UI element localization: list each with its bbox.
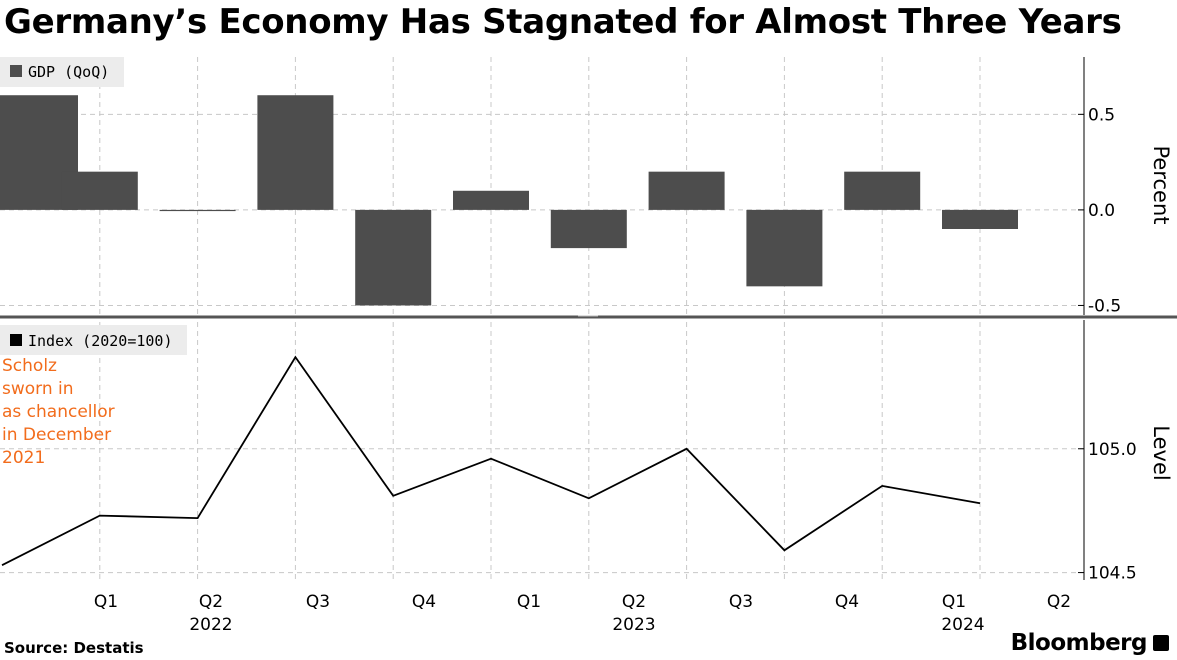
annotation-line: in December: [2, 425, 111, 445]
source-note: Source: Destatis: [4, 639, 144, 657]
gdp-legend-swatch: [10, 65, 22, 77]
x-year-label: 2022: [189, 615, 232, 635]
gdp-bars: [0, 95, 1018, 306]
gdp-bar: [844, 171, 921, 210]
chart-title: Germany’s Economy Has Stagnated for Almo…: [4, 2, 1122, 42]
index-line-layer: [1, 355, 981, 566]
gdp-bar: [355, 209, 432, 306]
bottom-y-ticks: 105.0 104.5: [1078, 440, 1137, 584]
scholz-annotation: Scholz sworn in as chancellor in Decembe…: [2, 356, 120, 468]
x-quarter-label: Q4: [412, 592, 436, 612]
y-tick-label: 104.5: [1088, 564, 1137, 584]
y-tick-label: 105.0: [1088, 440, 1137, 460]
x-quarter-label: Q2: [199, 592, 223, 612]
top-y-ticks: 0.5 0.0 -0.5: [1078, 105, 1121, 316]
index-legend-box: [0, 325, 187, 355]
x-quarter-label: Q3: [306, 592, 330, 612]
x-quarter-label: Q2: [622, 592, 646, 612]
gdp-bar: [550, 209, 627, 249]
gdp-bar: [453, 190, 529, 210]
bloomberg-terminal-icon: [1153, 635, 1169, 651]
x-year-label: 2023: [612, 615, 655, 635]
annotation-line: Scholz: [2, 356, 57, 376]
index-legend-swatch: [10, 334, 22, 346]
x-quarter-label: Q3: [729, 592, 753, 612]
x-quarter-label: Q1: [517, 592, 541, 612]
gdp-bar: [257, 95, 334, 210]
x-quarter-label: Q4: [835, 592, 859, 612]
x-year-label: 2024: [941, 615, 984, 635]
y-tick-label: 0.0: [1088, 201, 1115, 221]
x-quarter-label: Q1: [942, 592, 966, 612]
y-tick-label: 0.5: [1088, 105, 1115, 125]
gdp-bar: [159, 209, 236, 212]
gdp-bar: [61, 171, 138, 210]
x-quarter-label: Q2: [1047, 592, 1071, 612]
brand-name: Bloomberg: [1010, 630, 1148, 656]
annotation-line: sworn in: [2, 379, 74, 399]
annotation-line: as chancellor: [2, 402, 115, 422]
gdp-bar: [942, 209, 1018, 229]
gdp-bar: [746, 209, 823, 287]
brand-logo: Bloomberg: [1011, 630, 1169, 656]
gdp-legend-label: GDP (QoQ): [28, 63, 109, 81]
y-tick-label: -0.5: [1088, 296, 1121, 316]
x-quarter-label: Q1: [94, 592, 118, 612]
x-axis-labels: Q1 Q2 Q3 Q4 Q1 Q2 Q3 Q4 Q1 Q2 2022 2023 2024: [94, 592, 1071, 635]
index-legend-label: Index (2020=100): [28, 332, 173, 350]
top-y-axis-title: Percent: [1149, 145, 1173, 224]
annotation-line: 2021: [2, 448, 45, 468]
bottom-y-axis-title: Level: [1149, 425, 1173, 480]
gdp-bar: [648, 171, 725, 210]
